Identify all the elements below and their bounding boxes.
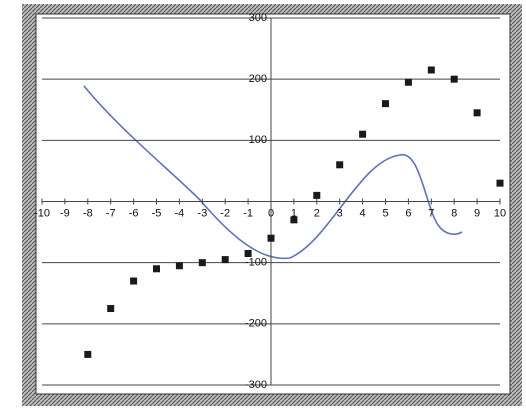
point <box>336 161 344 169</box>
x-tick-label: -1 <box>243 207 253 219</box>
point <box>130 277 138 285</box>
point <box>404 78 412 86</box>
x-tick-label: -4 <box>175 207 185 219</box>
point <box>382 100 389 108</box>
x-tick-label: 5 <box>382 207 388 219</box>
x-tick-label: 7 <box>428 207 434 219</box>
point <box>84 350 92 358</box>
y-tick-label: -100 <box>245 257 267 269</box>
plot-area <box>35 13 511 395</box>
x-tick-label: -8 <box>83 207 93 219</box>
x-tick-label: 9 <box>474 207 480 219</box>
x-tick-label: 10 <box>494 207 506 219</box>
x-tick-label: 4 <box>360 207 366 219</box>
point <box>153 265 160 273</box>
point <box>198 259 206 267</box>
x-tick-label: -2 <box>220 207 230 219</box>
x-tick-label: -9 <box>60 207 70 219</box>
y-tick-label: 200 <box>249 73 267 85</box>
point <box>221 256 229 264</box>
point <box>496 179 504 187</box>
x-tick-label: 1 <box>291 207 297 219</box>
x-tick-label: 6 <box>405 207 411 219</box>
x-tick-label: -3 <box>197 207 207 219</box>
point <box>290 216 298 224</box>
x-tick-label: 8 <box>451 207 457 219</box>
point <box>473 109 481 117</box>
y-tick-label: -200 <box>245 318 267 330</box>
x-tick-label: -5 <box>152 207 162 219</box>
x-tick-label: 0 <box>268 207 274 219</box>
point <box>267 234 275 242</box>
point <box>175 262 183 270</box>
y-tick-label: -300 <box>245 379 267 391</box>
x-tick-label: -6 <box>129 207 139 219</box>
x-tick-label: -7 <box>106 207 116 219</box>
point <box>313 191 321 199</box>
point <box>244 249 252 257</box>
hand-drawn-curve <box>83 85 463 260</box>
point <box>107 305 115 313</box>
point <box>450 75 458 83</box>
point <box>359 130 367 138</box>
x-tick-label: -10 <box>34 207 50 219</box>
y-tick-label: 300 <box>249 12 267 24</box>
x-tick-label: 3 <box>337 207 343 219</box>
x-tick-label: 2 <box>314 207 320 219</box>
y-tick-label: 100 <box>249 134 267 146</box>
point <box>427 66 435 74</box>
